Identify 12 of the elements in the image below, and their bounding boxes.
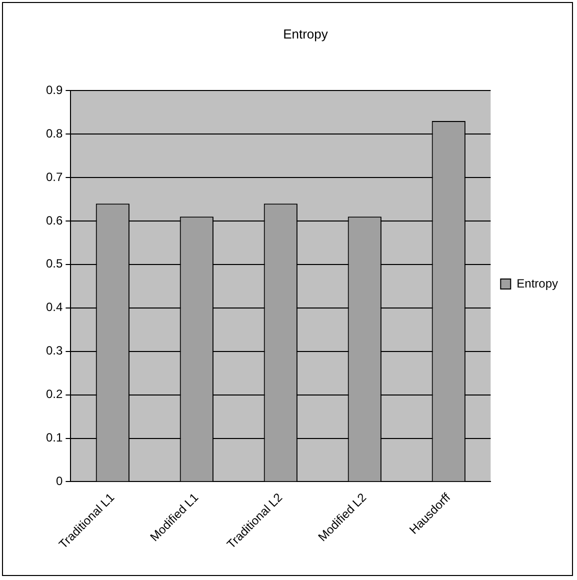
chart-title: Entropy: [283, 26, 328, 42]
y-tick-label: 0.8: [46, 126, 63, 140]
y-tick-label: 0.7: [46, 170, 63, 184]
y-tick-label: 0.6: [46, 213, 63, 228]
y-tick-label: 0: [56, 474, 63, 488]
y-tick-label: 0.9: [46, 82, 63, 97]
y-tick-label: 0.1: [46, 430, 63, 445]
y-tick-label: 0.4: [46, 300, 63, 314]
y-tick-label: 0.5: [46, 256, 63, 271]
y-tick-label: 0.3: [46, 344, 63, 358]
legend-label: Entropy: [516, 276, 558, 290]
y-tick-label: 0.2: [46, 387, 63, 402]
